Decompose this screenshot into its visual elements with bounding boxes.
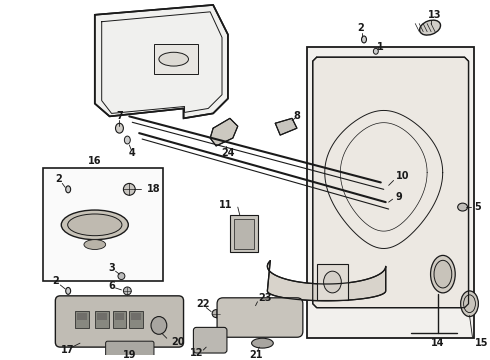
Text: 10: 10 (395, 171, 409, 180)
Text: 2: 2 (52, 276, 59, 286)
Ellipse shape (151, 316, 167, 334)
Ellipse shape (373, 48, 378, 54)
Ellipse shape (118, 273, 125, 280)
FancyBboxPatch shape (217, 298, 303, 337)
Text: 17: 17 (61, 345, 75, 355)
Text: 1: 1 (377, 42, 384, 52)
Text: 19: 19 (122, 350, 136, 360)
Text: 2: 2 (358, 23, 365, 33)
Ellipse shape (323, 271, 342, 293)
Text: 20: 20 (172, 337, 185, 347)
Text: 13: 13 (428, 10, 442, 20)
FancyBboxPatch shape (55, 296, 184, 347)
Text: 24: 24 (221, 148, 235, 158)
Polygon shape (210, 118, 238, 146)
Bar (154, 44, 198, 74)
Ellipse shape (419, 20, 441, 35)
Ellipse shape (84, 240, 106, 249)
Ellipse shape (362, 36, 367, 43)
Ellipse shape (124, 136, 130, 144)
Bar (230, 215, 258, 252)
Text: 14: 14 (431, 338, 445, 348)
FancyBboxPatch shape (106, 341, 154, 359)
Text: 21: 21 (249, 350, 262, 360)
Text: 16: 16 (88, 156, 101, 166)
Bar (43, 168, 163, 281)
Ellipse shape (464, 295, 475, 312)
Bar (95, 311, 109, 328)
Text: 4: 4 (129, 148, 136, 158)
Bar (113, 311, 126, 328)
Bar (97, 312, 107, 320)
Bar (317, 264, 348, 300)
Ellipse shape (66, 287, 71, 294)
Bar (129, 311, 143, 328)
Text: 18: 18 (147, 184, 161, 194)
Ellipse shape (61, 210, 128, 240)
Ellipse shape (458, 203, 467, 211)
Ellipse shape (431, 255, 455, 293)
Text: 7: 7 (116, 111, 123, 121)
Text: 11: 11 (219, 200, 233, 210)
Text: 2: 2 (55, 175, 62, 184)
FancyBboxPatch shape (194, 327, 227, 353)
Text: 12: 12 (190, 348, 203, 358)
Text: 3: 3 (108, 263, 115, 273)
Text: 9: 9 (395, 192, 402, 202)
Text: 23: 23 (259, 293, 272, 303)
Bar (131, 312, 141, 320)
Ellipse shape (434, 260, 452, 288)
Polygon shape (275, 118, 297, 135)
Ellipse shape (159, 52, 189, 66)
Text: 5: 5 (474, 202, 481, 212)
Text: 15: 15 (474, 338, 488, 348)
Bar (115, 312, 124, 320)
Ellipse shape (123, 287, 131, 295)
Ellipse shape (212, 310, 220, 318)
Ellipse shape (66, 186, 71, 193)
Ellipse shape (116, 123, 123, 133)
Ellipse shape (461, 291, 478, 316)
Ellipse shape (123, 183, 135, 195)
Bar (234, 219, 253, 248)
Polygon shape (313, 57, 468, 308)
Text: 6: 6 (108, 281, 115, 291)
Bar (77, 312, 87, 320)
Ellipse shape (68, 214, 122, 236)
Bar (75, 311, 89, 328)
Polygon shape (268, 261, 386, 301)
Text: 8: 8 (294, 111, 300, 121)
Bar (307, 47, 474, 338)
Text: 22: 22 (196, 299, 210, 309)
Polygon shape (95, 5, 228, 118)
Ellipse shape (251, 338, 273, 348)
